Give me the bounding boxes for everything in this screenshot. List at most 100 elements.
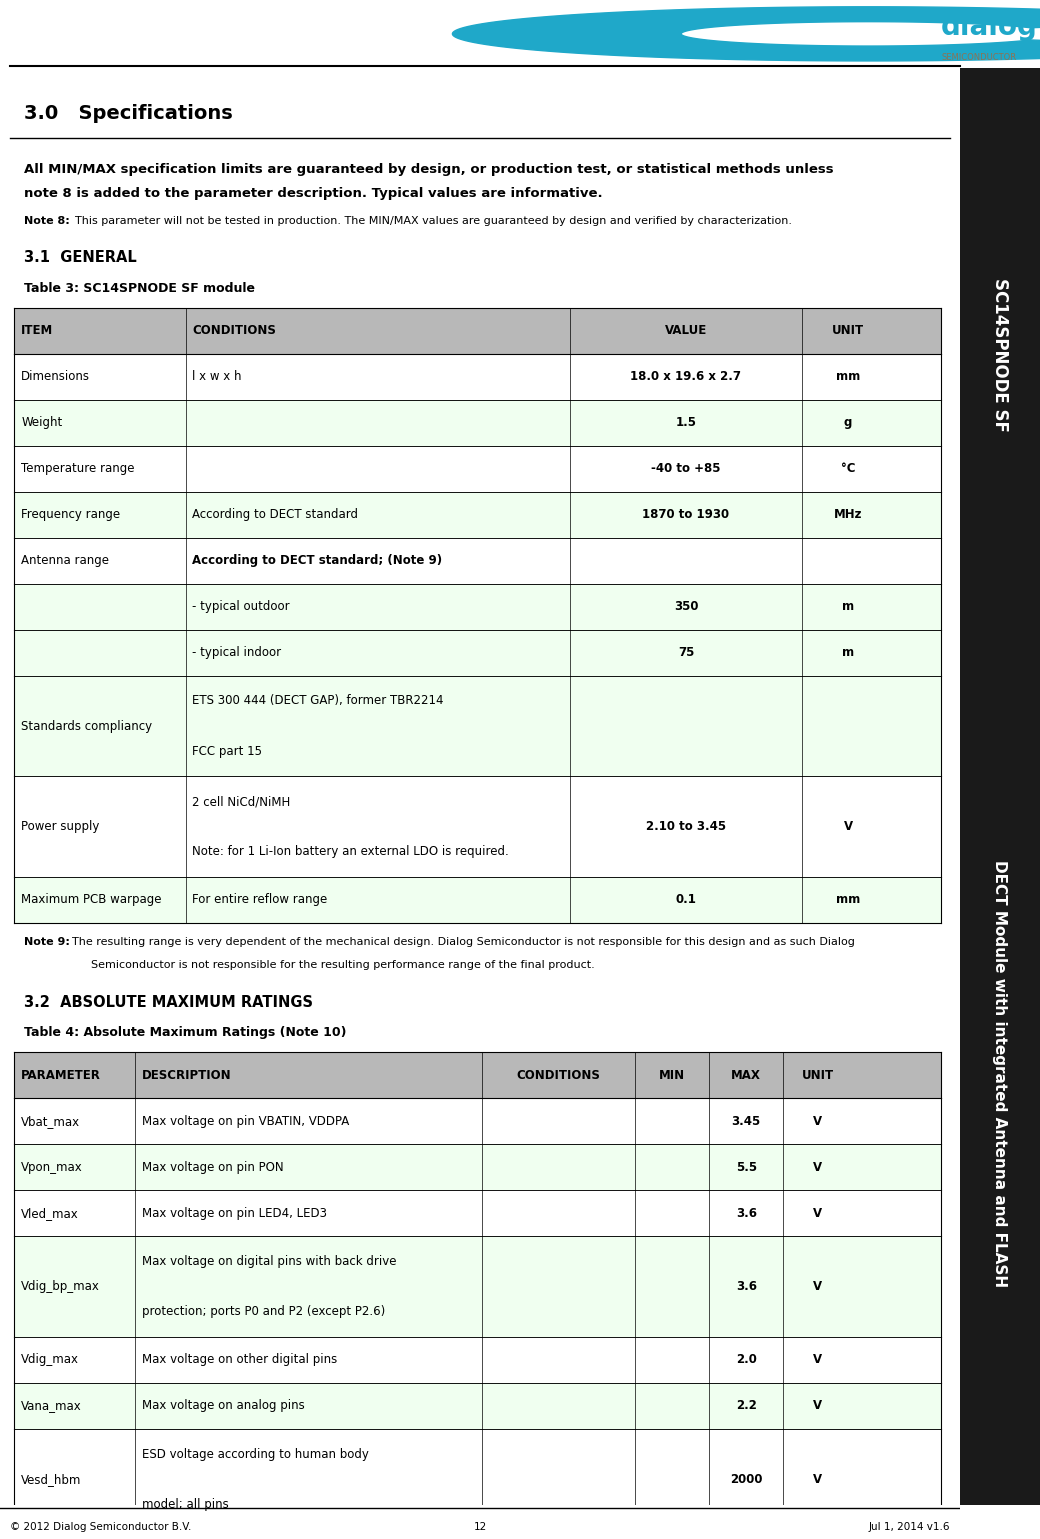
Text: V: V (813, 1473, 823, 1485)
Text: 2.2: 2.2 (735, 1399, 757, 1413)
Bar (15, 1384, 941, 1428)
Text: VALUE: VALUE (665, 325, 707, 337)
Text: Frequency range: Frequency range (21, 508, 121, 522)
Bar (15, 1053, 941, 1099)
Text: The resulting range is very dependent of the mechanical design. Dialog Semicondu: The resulting range is very dependent of… (72, 937, 855, 948)
Text: Maximum PCB warpage: Maximum PCB warpage (21, 894, 161, 906)
Text: 3.6: 3.6 (735, 1280, 757, 1293)
Text: Max voltage on pin LED4, LED3: Max voltage on pin LED4, LED3 (141, 1207, 327, 1220)
Text: Weight: Weight (21, 416, 62, 429)
Text: PARAMETER: PARAMETER (21, 1070, 101, 1082)
Text: Standards compliancy: Standards compliancy (21, 720, 152, 733)
Text: note 8 is added to the parameter description. Typical values are informative.: note 8 is added to the parameter descrip… (24, 188, 602, 200)
Bar (15, 1337, 941, 1384)
Text: 1.5: 1.5 (676, 416, 697, 429)
Text: 2.10 to 3.45: 2.10 to 3.45 (646, 820, 726, 833)
Bar (15, 308, 941, 354)
Text: 2 cell NiCd/NiMH: 2 cell NiCd/NiMH (192, 796, 291, 808)
Text: Power supply: Power supply (21, 820, 100, 833)
Text: Note 8:: Note 8: (24, 215, 70, 226)
Text: Max voltage on pin VBATIN, VDDPA: Max voltage on pin VBATIN, VDDPA (141, 1114, 348, 1128)
Text: -40 to +85: -40 to +85 (651, 462, 721, 476)
Text: Table 3: SC14SPNODE SF module: Table 3: SC14SPNODE SF module (24, 282, 255, 295)
Text: MHz: MHz (834, 508, 862, 522)
Bar (15, 877, 941, 923)
Text: UNIT: UNIT (802, 1070, 834, 1082)
Bar (15, 492, 941, 537)
Text: Vana_max: Vana_max (21, 1399, 82, 1413)
Bar (15, 1530, 941, 1539)
Text: DESCRIPTION: DESCRIPTION (141, 1070, 231, 1082)
Bar (15, 583, 941, 629)
Text: - typical outdoor: - typical outdoor (192, 600, 290, 613)
Text: MAX: MAX (731, 1070, 761, 1082)
Text: m: m (842, 600, 854, 613)
Bar (15, 400, 941, 446)
Bar (15, 1428, 941, 1530)
Text: Table 4: Absolute Maximum Ratings (Note 10): Table 4: Absolute Maximum Ratings (Note … (24, 1027, 346, 1039)
Text: Vbat_max: Vbat_max (21, 1114, 80, 1128)
Text: Semiconductor is not responsible for the resulting performance range of the fina: Semiconductor is not responsible for the… (92, 960, 595, 971)
Text: 75: 75 (678, 646, 694, 659)
Text: According to DECT standard; (Note 9): According to DECT standard; (Note 9) (192, 554, 443, 568)
Text: protection; ports P0 and P2 (except P2.6): protection; ports P0 and P2 (except P2.6… (141, 1305, 385, 1319)
Bar (15, 446, 941, 492)
Text: V: V (813, 1160, 823, 1174)
Text: Note: for 1 Li-Ion battery an external LDO is required.: Note: for 1 Li-Ion battery an external L… (192, 845, 510, 859)
Text: Vdig_max: Vdig_max (21, 1353, 79, 1367)
Text: mm: mm (836, 894, 860, 906)
Bar (15, 676, 941, 776)
Text: 2.0: 2.0 (735, 1353, 757, 1367)
Text: 0.1: 0.1 (676, 894, 697, 906)
Text: V: V (813, 1280, 823, 1293)
Text: SC14SPNODE SF: SC14SPNODE SF (991, 279, 1009, 432)
Text: DECT Module with integrated Antenna and FLASH: DECT Module with integrated Antenna and … (992, 860, 1008, 1288)
Text: Max voltage on other digital pins: Max voltage on other digital pins (141, 1353, 337, 1367)
Text: ITEM: ITEM (21, 325, 53, 337)
Text: 3.6: 3.6 (735, 1207, 757, 1220)
Polygon shape (452, 6, 1040, 62)
Text: model; all pins: model; all pins (141, 1497, 229, 1511)
Text: Max voltage on digital pins with back drive: Max voltage on digital pins with back dr… (141, 1254, 396, 1268)
Text: For entire reflow range: For entire reflow range (192, 894, 328, 906)
Bar (15, 1236, 941, 1337)
Text: Vdig_bp_max: Vdig_bp_max (21, 1280, 100, 1293)
Text: Vesd_hbm: Vesd_hbm (21, 1473, 81, 1485)
Text: V: V (813, 1114, 823, 1128)
Text: m: m (842, 646, 854, 659)
Bar (15, 629, 941, 676)
Bar (15, 1145, 941, 1190)
Text: V: V (813, 1399, 823, 1413)
Text: This parameter will not be tested in production. The MIN/MAX values are guarante: This parameter will not be tested in pro… (75, 215, 791, 226)
Text: According to DECT standard: According to DECT standard (192, 508, 359, 522)
Text: g: g (843, 416, 852, 429)
Bar (15, 354, 941, 400)
Text: MIN: MIN (659, 1070, 685, 1082)
Text: 5.5: 5.5 (735, 1160, 757, 1174)
Bar (15, 1190, 941, 1236)
Text: mm: mm (836, 371, 860, 383)
Text: Temperature range: Temperature range (21, 462, 134, 476)
Text: ESD voltage according to human body: ESD voltage according to human body (141, 1448, 368, 1461)
Text: All MIN/MAX specification limits are guaranteed by design, or production test, o: All MIN/MAX specification limits are gua… (24, 163, 834, 175)
Bar (15, 537, 941, 583)
Text: UNIT: UNIT (832, 325, 864, 337)
Text: dialog: dialog (941, 14, 1038, 42)
Text: 3.1  GENERAL: 3.1 GENERAL (24, 251, 136, 265)
Text: 3.45: 3.45 (731, 1114, 761, 1128)
Text: Vled_max: Vled_max (21, 1207, 79, 1220)
Text: 2000: 2000 (730, 1473, 762, 1485)
Text: © 2012 Dialog Semiconductor B.V.: © 2012 Dialog Semiconductor B.V. (9, 1522, 191, 1533)
Text: SEMICONDUCTOR: SEMICONDUCTOR (941, 52, 1016, 62)
Text: Max voltage on analog pins: Max voltage on analog pins (141, 1399, 305, 1413)
Bar (15, 776, 941, 877)
Text: Jul 1, 2014 v1.6: Jul 1, 2014 v1.6 (868, 1522, 951, 1533)
Text: - typical indoor: - typical indoor (192, 646, 282, 659)
Text: l x w x h: l x w x h (192, 371, 242, 383)
Text: Max voltage on pin PON: Max voltage on pin PON (141, 1160, 283, 1174)
Text: 18.0 x 19.6 x 2.7: 18.0 x 19.6 x 2.7 (630, 371, 742, 383)
Text: CONDITIONS: CONDITIONS (517, 1070, 600, 1082)
Text: ETS 300 444 (DECT GAP), former TBR2214: ETS 300 444 (DECT GAP), former TBR2214 (192, 694, 444, 708)
Text: CONDITIONS: CONDITIONS (192, 325, 277, 337)
Text: 1870 to 1930: 1870 to 1930 (643, 508, 729, 522)
